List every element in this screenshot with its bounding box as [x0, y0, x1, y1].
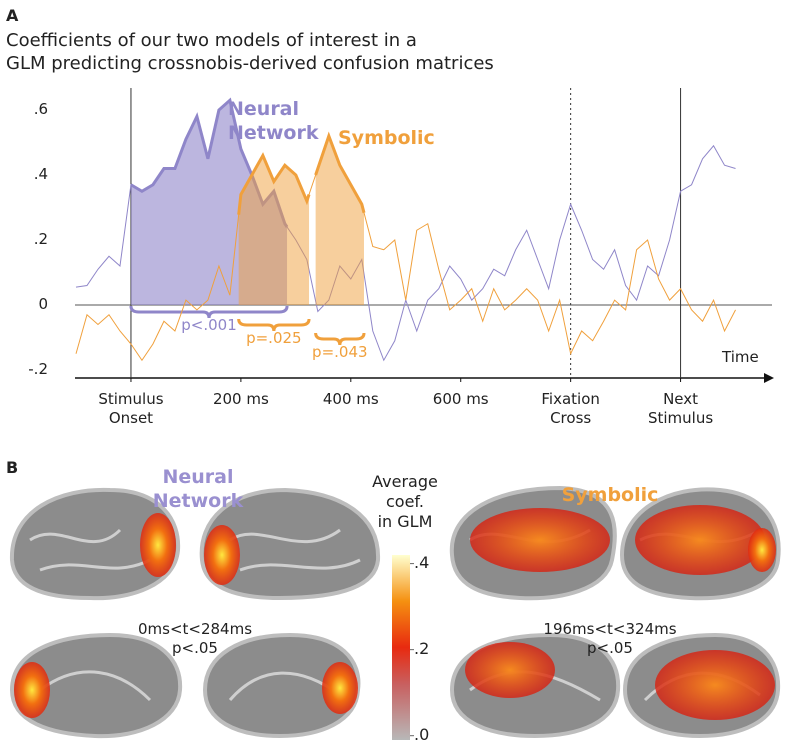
window-label: 0ms<t<284ms p<.05	[137, 620, 253, 657]
panel-label: B	[6, 458, 19, 477]
x-tick-label: 600 ms	[432, 390, 489, 408]
x-tick-label: Next Stimulus	[647, 390, 714, 427]
x-axis-arrow	[764, 373, 774, 383]
x-tick-label: Fixation Cross	[541, 390, 600, 427]
brain-symbolic-label: Symbolic	[561, 484, 659, 506]
series-label: Neural Network	[228, 98, 319, 144]
cluster-bracket	[237, 318, 311, 332]
cluster-bracket	[314, 332, 366, 346]
x-tick-label: Stimulus Onset	[98, 390, 164, 427]
cluster-area	[315, 136, 364, 305]
window-label: 196ms<t<324ms p<.05	[543, 620, 677, 657]
series-line	[75, 134, 736, 362]
brain-neural-label: Neural Network	[152, 466, 244, 512]
cluster-label: p=.025	[246, 329, 302, 347]
x-tick-label: 200 ms	[212, 390, 269, 408]
cluster-area	[238, 155, 310, 305]
brains	[9, 485, 781, 740]
panel-label: A	[6, 6, 19, 25]
series-label: Symbolic	[338, 127, 435, 149]
cluster-label: p<.001	[181, 316, 237, 334]
cluster-label: p=.043	[312, 343, 368, 361]
y-tick-label: 0	[38, 295, 48, 313]
colorbar-tick-label: .0	[414, 724, 430, 744]
x-tick-label: 400 ms	[322, 390, 379, 408]
y-tick-label: -.2	[28, 360, 48, 378]
y-tick-label: .2	[33, 230, 48, 248]
colorbar-label: Average coef. in GLM	[372, 472, 438, 531]
x-axis-label: Time	[722, 348, 759, 366]
cluster-bracket	[129, 305, 289, 319]
colorbar-tick-label: .4	[414, 552, 430, 572]
y-tick-label: .6	[33, 100, 48, 118]
colorbar-tick-label: .2	[414, 638, 430, 658]
plot	[70, 88, 774, 383]
chart-title: Coefficients of our two models of intere…	[6, 30, 494, 74]
y-tick-label: .4	[33, 165, 48, 183]
